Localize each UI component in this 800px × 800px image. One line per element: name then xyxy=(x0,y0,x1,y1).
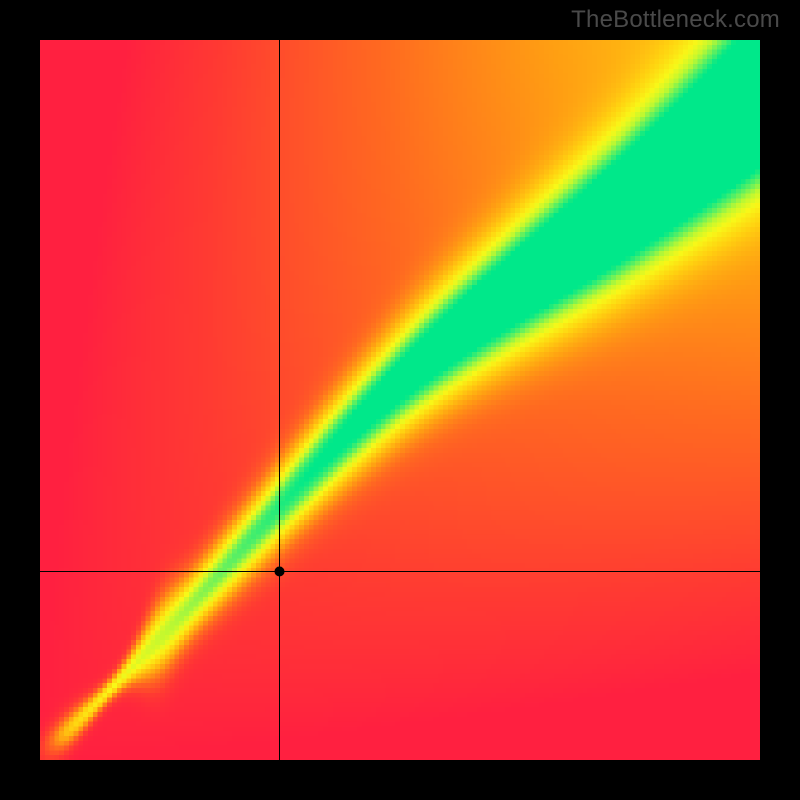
chart-frame: TheBottleneck.com xyxy=(0,0,800,800)
plot-container xyxy=(40,40,760,760)
watermark-text: TheBottleneck.com xyxy=(571,6,780,34)
crosshair-overlay xyxy=(40,40,760,760)
